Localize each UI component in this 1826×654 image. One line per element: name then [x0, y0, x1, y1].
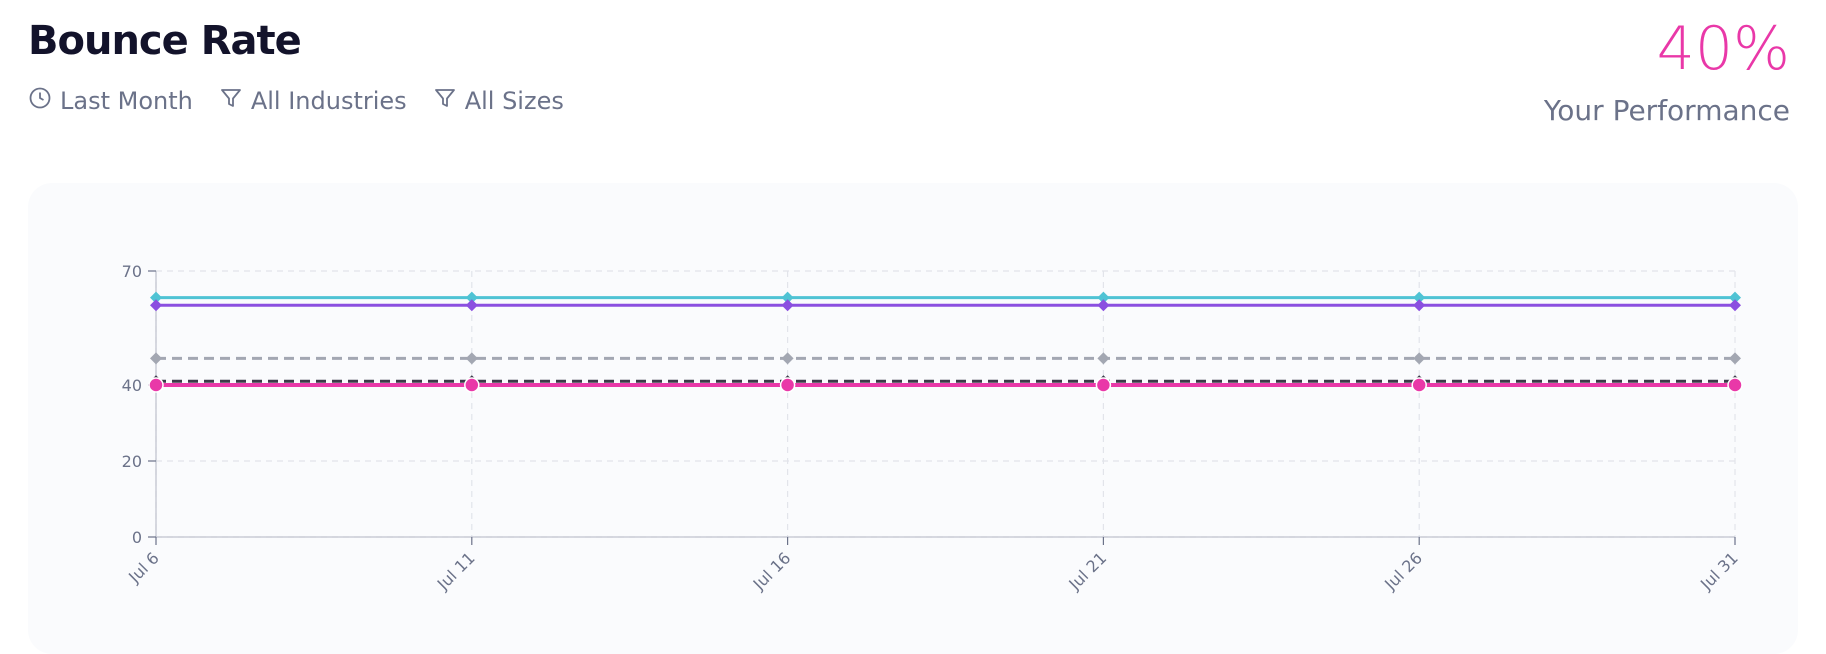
data-point — [781, 291, 794, 304]
data-point — [148, 377, 164, 393]
x-tick-label: Jul 11 — [433, 548, 479, 594]
line-chart: 0 20 40 70 Jul 6 Jul 11 Jul 16 Jul 21 Jul 26 Jul … — [122, 262, 1743, 594]
data-point — [1413, 291, 1426, 304]
data-point — [150, 299, 162, 312]
data-point — [1729, 291, 1741, 304]
filter-sizes-label: All Sizes — [464, 87, 564, 115]
x-tick-label: Jul 26 — [1380, 548, 1426, 594]
filter-period-label: Last Month — [60, 87, 193, 115]
data-point — [1727, 377, 1743, 393]
filter-period[interactable]: Last Month — [28, 86, 193, 116]
filter-icon — [219, 86, 243, 116]
y-tick-label: 40 — [122, 376, 142, 395]
data-point — [1097, 299, 1110, 312]
data-point — [1095, 377, 1112, 393]
data-point — [1097, 291, 1110, 304]
data-point — [1729, 352, 1741, 365]
x-tick-label: Jul 16 — [749, 548, 795, 594]
filter-industries[interactable]: All Industries — [219, 86, 407, 116]
x-tick-label: Jul 21 — [1064, 548, 1110, 594]
data-point — [1411, 377, 1427, 393]
filter-bar: Last Month All Industries All Sizes — [28, 86, 564, 116]
data-point — [1413, 352, 1426, 365]
y-tick-label: 70 — [122, 262, 142, 281]
clock-icon — [28, 86, 52, 116]
performance-value: 40% — [1656, 14, 1790, 84]
data-point — [465, 291, 478, 304]
data-point — [779, 377, 796, 393]
filter-icon — [433, 86, 457, 116]
x-tick-label: Jul 31 — [1696, 548, 1742, 594]
performance-label: Your Performance — [1543, 94, 1790, 127]
data-point — [781, 352, 794, 365]
data-point — [1097, 352, 1110, 365]
data-point — [465, 352, 478, 365]
chart-card: 0 20 40 70 Jul 6 Jul 11 Jul 16 Jul 21 Jul 26 Jul … — [28, 183, 1798, 654]
data-point — [465, 299, 478, 312]
filter-sizes[interactable]: All Sizes — [433, 86, 564, 116]
data-point — [1729, 299, 1741, 312]
data-point — [464, 377, 480, 393]
data-point — [1413, 299, 1426, 312]
data-point — [150, 291, 162, 304]
y-tick-label: 20 — [122, 452, 142, 471]
data-point — [150, 352, 162, 365]
y-tick-label: 0 — [132, 528, 142, 547]
page-title: Bounce Rate — [28, 18, 302, 64]
data-point — [781, 299, 794, 312]
x-tick-label: Jul 6 — [124, 548, 163, 587]
filter-industries-label: All Industries — [250, 87, 407, 115]
